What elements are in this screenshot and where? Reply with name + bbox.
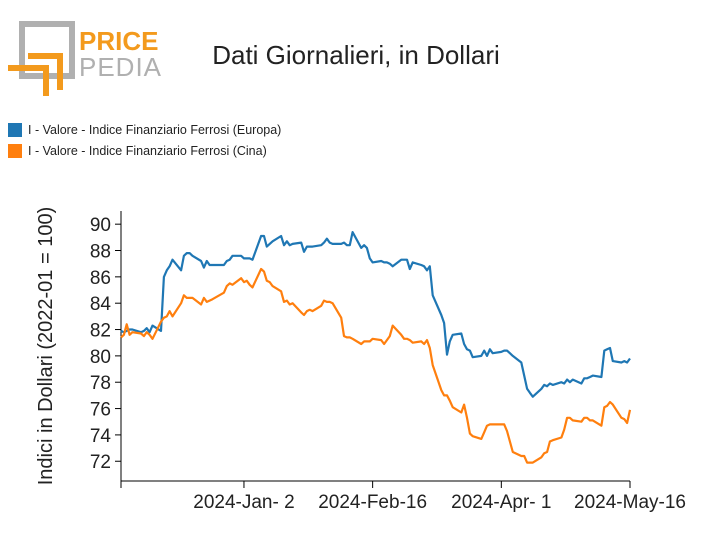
pricepedia-logo: PRICE PEDIA	[8, 21, 162, 96]
chart-title: Dati Giornalieri, in Dollari	[212, 40, 500, 70]
y-tick-label: 76	[90, 400, 111, 421]
legend: I - Valore - Indice Finanziario Ferrosi …	[8, 119, 281, 161]
y-tick-label: 84	[90, 294, 112, 315]
logo-text-pedia: PEDIA	[79, 52, 162, 82]
axes: 72 74 76 78 80 82 84 86 88 90 2024-Jan- 2 2024-Feb-…	[90, 211, 686, 513]
y-tick-label: 90	[90, 215, 111, 236]
y-tick-label: 80	[90, 347, 111, 368]
logo-orange-bracket-inner	[28, 53, 63, 90]
series-layer	[120, 231, 632, 464]
legend-item-cina[interactable]: I - Valore - Indice Finanziario Ferrosi …	[8, 140, 281, 161]
y-tick-label: 88	[90, 242, 111, 263]
logo-orange-bracket-outer	[8, 65, 49, 96]
series-line-cina	[120, 267, 632, 464]
y-tick-label: 74	[90, 426, 112, 447]
y-tick-label: 72	[90, 452, 111, 473]
legend-label-europa: I - Valore - Indice Finanziario Ferrosi …	[28, 122, 282, 137]
series-line-europa	[120, 231, 631, 398]
legend-swatch-cina	[8, 143, 22, 158]
legend-label-cina: I - Valore - Indice Finanziario Ferrosi …	[28, 143, 267, 158]
x-tick-label: 2024-May-16	[574, 492, 686, 513]
y-axis-label: Indici in Dollari (2022-01 = 100)	[35, 207, 57, 486]
y-tick-label: 78	[90, 373, 111, 394]
y-tick-label: 82	[90, 321, 111, 342]
legend-item-europa[interactable]: I - Valore - Indice Finanziario Ferrosi …	[8, 119, 281, 140]
logo-text-price: PRICE	[79, 26, 158, 56]
x-tick-label: 2024-Apr- 1	[451, 492, 551, 513]
y-tick-label: 86	[90, 268, 111, 289]
x-tick-label: 2024-Feb-16	[318, 492, 427, 513]
legend-swatch-europa	[8, 122, 22, 137]
x-tick-label: 2024-Jan- 2	[193, 492, 294, 513]
